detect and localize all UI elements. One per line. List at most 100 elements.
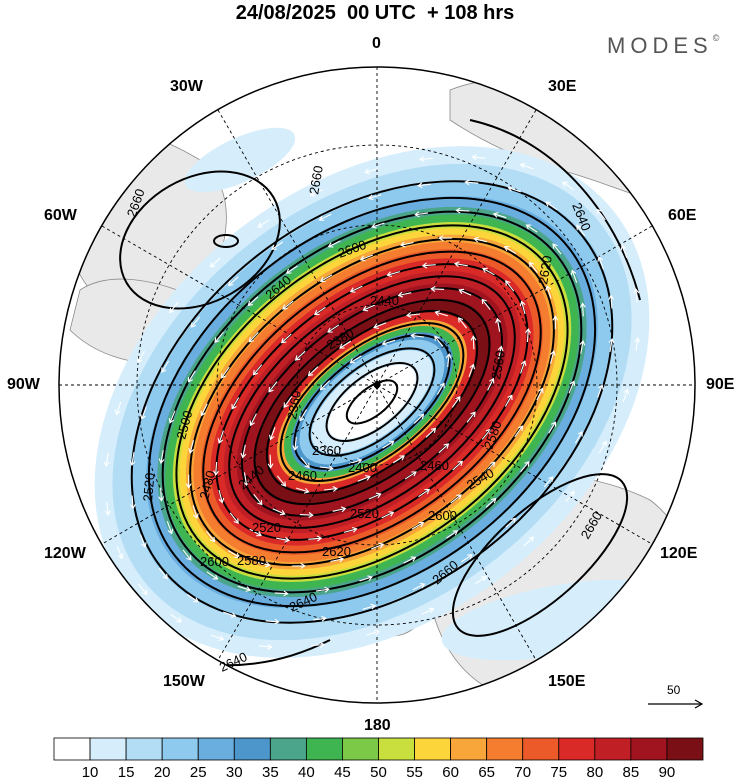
wind-vector [403,556,417,564]
colorbar-tick-label: 10 [81,764,99,781]
wind-vector [330,556,345,563]
contour-label-2480: 2480 [196,469,218,501]
wind-vector [218,489,225,504]
colorbar-swatch [89,737,127,761]
wind-vector [158,567,168,580]
wind-vector [528,261,538,274]
wind-vector [543,476,554,488]
colorbar-tick-label: 20 [153,764,171,781]
lon-label-180: 180 [364,717,391,734]
colorbar [53,737,704,761]
contour-2580 [175,224,569,580]
contour-2480 [241,287,503,517]
wind-vector [452,460,464,471]
wind-vector [450,494,462,504]
wind-vector [622,388,630,403]
wind-vector [505,280,515,292]
contour-label-2600: 2600 [428,508,457,523]
wind-vector [307,366,319,377]
contour-label-2460: 2460 [288,468,317,483]
contour-label-2620: 2620 [322,544,351,559]
wind-vector [227,276,239,287]
wind-vector [237,585,252,592]
wind-vector [311,641,326,648]
wind-vector [421,607,435,615]
wind-vector [359,575,373,582]
wind-vector [103,453,110,468]
colorbar-tick-label: 90 [658,764,676,781]
wind-vector [140,534,147,548]
logo-mark: © [712,33,720,43]
wind-vector [257,219,270,228]
wind-vector [300,457,310,469]
wind-vector [371,222,385,229]
wind-vector [382,440,395,449]
wind-vector [324,486,339,492]
wind-vector [381,339,396,346]
wind-vector [229,512,239,524]
wind-vector [471,154,486,161]
vector-scale-arrow [648,699,704,709]
wind-vector [192,505,199,519]
wind-vector [436,382,445,395]
wind-vector [357,475,371,482]
wind-vector [182,549,192,561]
colorbar-swatch [450,737,488,761]
wind-vector [252,364,263,376]
wind-vector [579,302,586,317]
colorbar-swatch [486,737,524,761]
contour-2440 [265,309,479,495]
wind-vector [549,350,556,364]
wind-vector [343,526,358,533]
band-inner-10 [328,364,416,440]
lon-label-90e: 90E [706,376,735,393]
wind-vector [370,542,385,550]
wind-vector [116,546,124,560]
contour-2640-ne [469,119,641,301]
contour-2360 [325,361,419,443]
contour-label-2520: 2520 [252,520,281,535]
wind-vector [253,493,263,506]
wind-vector [114,401,122,416]
wind-vector [129,452,136,467]
wind-vector [446,530,459,539]
wind-vector [223,611,237,618]
wind-vector [294,350,306,361]
contour-label-2660: 2660 [306,164,326,195]
wind-vector [364,168,378,175]
wind-vector [497,345,504,360]
meridian-60e-120w [101,225,653,545]
wind-vector [485,497,497,508]
colorbar-tick-label: 35 [261,764,279,781]
wind-vector [413,413,425,424]
contour-small-nw [213,234,239,248]
wind-vector [470,335,477,350]
contour-2540 [202,250,542,554]
wind-vector [158,450,165,465]
wind-vector [161,360,170,373]
wind-vector [481,298,491,311]
patch-nw [184,127,296,193]
meridian-30e-150w [217,109,537,661]
wind-vector [438,443,450,454]
wind-vector [309,189,323,197]
colorbar-swatch [197,737,235,761]
wind-vector [258,643,273,650]
wind-vector [315,586,330,593]
wind-vector [438,235,453,242]
wind-vector [213,461,219,477]
lon-label-0: 0 [372,35,381,52]
wind-vector [220,366,230,379]
wind-vector [319,380,331,391]
colorbar-swatch [305,737,343,761]
wind-vector [481,428,492,440]
wind-vector [608,294,615,309]
wind-vector [525,327,531,343]
lon-label-30e: 30E [548,78,577,95]
wind-vector [214,331,224,344]
wind-vector [458,288,472,296]
wind-vector [552,315,559,330]
wind-vector [599,440,607,454]
contour-2620 [147,196,597,608]
map-title: 24/08/2025 00 UTC + 108 hrs [235,2,515,24]
